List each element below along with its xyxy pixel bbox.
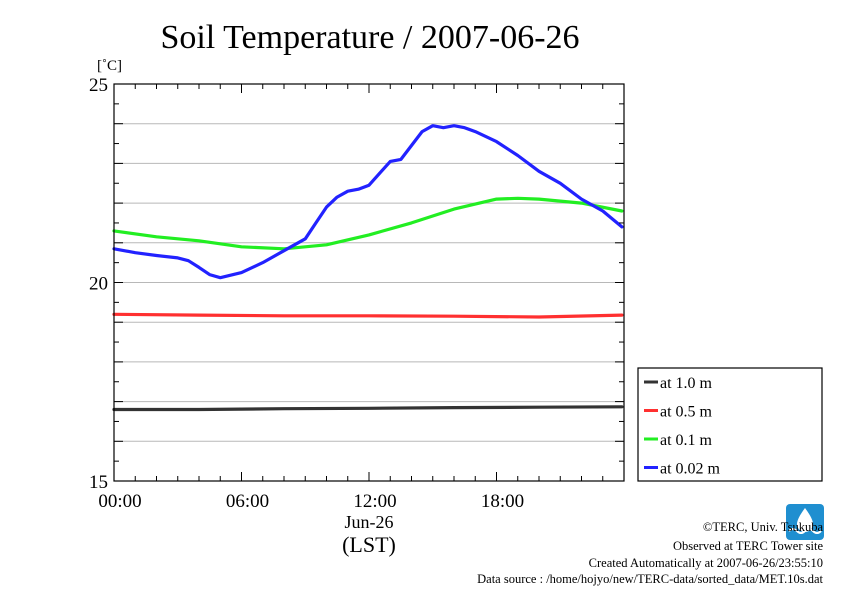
- footer-created: Created Automatically at 2007-06-26/23:5…: [589, 556, 823, 570]
- legend: at 1.0 m at 0.5 m at 0.1 m at 0.02 m: [637, 367, 823, 482]
- y-tick-label: 25: [89, 75, 108, 96]
- x-tick-label: 06:00: [226, 491, 269, 512]
- y-tick-label: 20: [89, 274, 108, 295]
- terc-logo: [786, 504, 824, 540]
- legend-label: at 0.1 m: [660, 432, 713, 449]
- legend-label: at 0.5 m: [660, 404, 713, 421]
- date-label: Jun-26: [345, 512, 394, 532]
- x-axis-label: (LST): [342, 532, 396, 557]
- footer-observed: Observed at TERC Tower site: [673, 539, 823, 553]
- series-line-2: [112, 196, 624, 251]
- y-tick-label: 15: [89, 472, 108, 493]
- ticks: 00:00 06:00 12:00 18:00 15 20 25: [89, 75, 625, 512]
- footer-source: Data source : /home/hojyo/new/TERC-data/…: [477, 572, 823, 586]
- legend-label: at 1.0 m: [660, 375, 713, 392]
- grid-lines: [114, 123, 624, 442]
- x-tick-label: 12:00: [353, 491, 396, 512]
- water-drop-icon: [797, 508, 813, 532]
- legend-label: at 0.02 m: [660, 461, 721, 478]
- x-tick-label: 00:00: [98, 491, 141, 512]
- series-layer: [112, 124, 624, 412]
- series-line-1: [112, 312, 624, 319]
- chart-title: Soil Temperature / 2007-06-26: [160, 19, 579, 56]
- y-axis-unit: [˚C]: [97, 58, 122, 74]
- wave-icon: [788, 528, 822, 534]
- footer-copyright: ©TERC, Univ. Tsukuba: [703, 520, 824, 534]
- x-tick-label: 18:00: [481, 491, 524, 512]
- legend-box: [637, 367, 823, 482]
- series-line-3: [112, 124, 624, 280]
- series-line-0: [112, 405, 624, 412]
